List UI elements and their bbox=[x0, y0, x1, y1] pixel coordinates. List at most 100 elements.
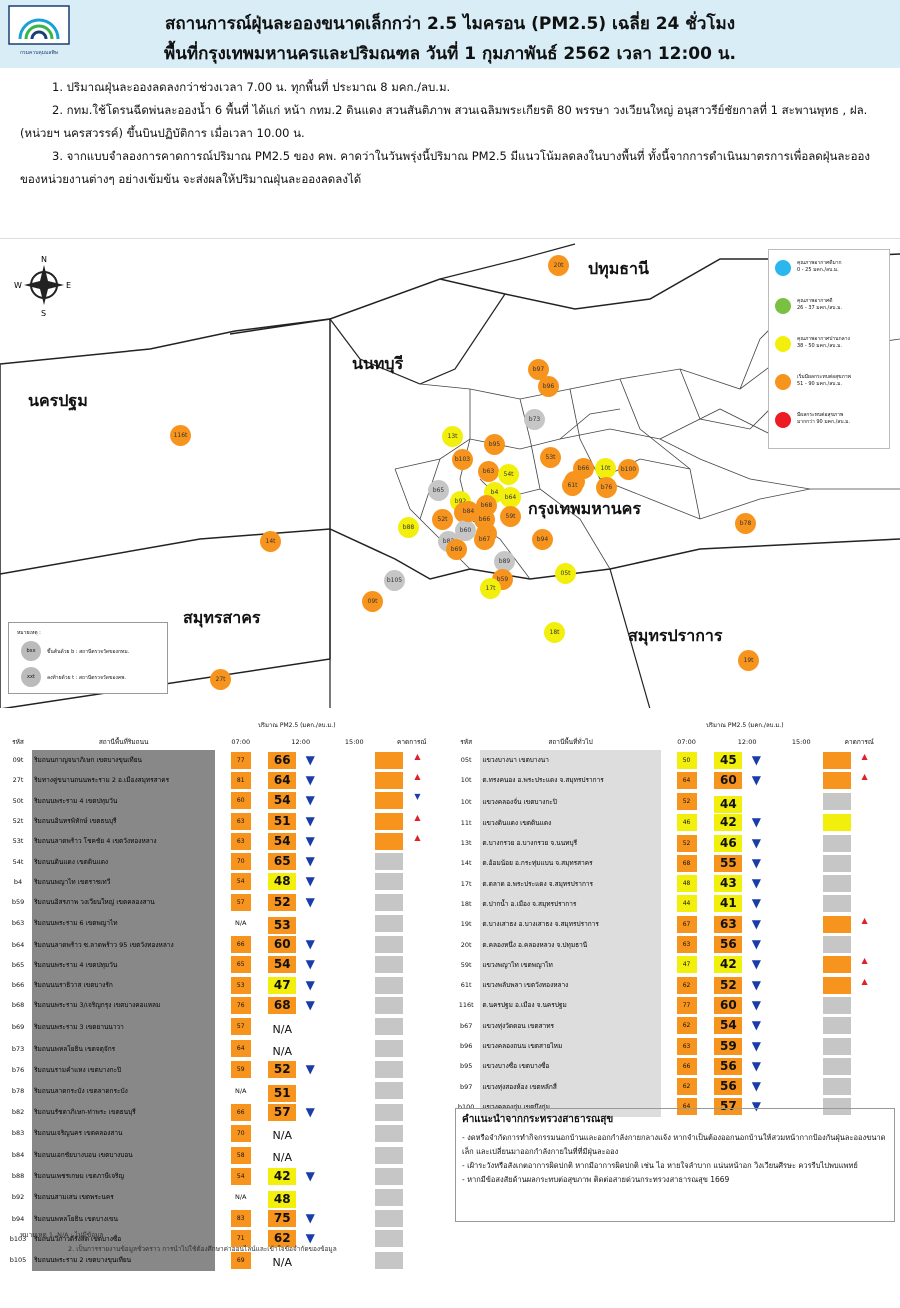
forecast-cell bbox=[373, 1016, 450, 1038]
forecast-cell bbox=[821, 1076, 898, 1096]
forecast-swatch bbox=[375, 1124, 404, 1142]
advice-item-3: - หากมีข้อสงสัยด้านผลกระทบต่อสุขภาพ ติดต… bbox=[462, 1175, 730, 1184]
forecast-swatch bbox=[822, 895, 851, 913]
trend-up-icon: ▲ bbox=[861, 751, 868, 761]
trend-down-icon bbox=[403, 1230, 431, 1247]
value-1200: 57 ▼ bbox=[266, 1102, 335, 1122]
table-row: 14t ต.อ้อมน้อย อ.กระทุ่มแบน จ.สมุทรสาคร 68… bbox=[452, 853, 898, 874]
station-marker-b63: b63 bbox=[478, 461, 499, 482]
forecast-swatch bbox=[375, 956, 404, 974]
advice-item-1: - งดหรือจำกัดการทำกิจกรรมนอกบ้านและออกกำ… bbox=[462, 1133, 886, 1156]
station-name: ต.บางกรวย อ.บางกรวย จ.นนทบุรี bbox=[480, 832, 661, 854]
value-1200: 54 ▼ bbox=[712, 1016, 782, 1036]
forecast-swatch bbox=[375, 996, 404, 1014]
forecast-swatch bbox=[375, 1210, 404, 1228]
value-0700: 53 bbox=[215, 975, 266, 995]
trend-down-icon bbox=[403, 1061, 431, 1078]
station-code: b67 bbox=[459, 1021, 473, 1030]
value-1500 bbox=[782, 750, 821, 770]
value-0700: 58 bbox=[215, 1144, 266, 1166]
value-1200: 54 ▼ bbox=[266, 791, 335, 811]
forecast-swatch bbox=[375, 1082, 404, 1100]
value-0700: 52 bbox=[661, 791, 713, 813]
trend-down-icon bbox=[851, 895, 879, 912]
value-1200: 47 ▼ bbox=[266, 975, 335, 995]
trend-up-icon: ▲ bbox=[414, 751, 421, 761]
value-0700: 66 bbox=[215, 1102, 266, 1122]
trend-down-icon bbox=[296, 1038, 324, 1055]
value-1200: 42 ▼ bbox=[712, 955, 782, 975]
north-arrow: N S W E bbox=[14, 253, 74, 318]
value-0700: 50 bbox=[661, 750, 713, 770]
trend-down-icon: ▼ bbox=[305, 977, 315, 992]
station-marker-b103: b103 bbox=[452, 449, 473, 470]
forecast-swatch bbox=[375, 812, 404, 830]
table-row: b94 ริมถนนพหลโยธิน เขตบางเขน 83 75 ▼ bbox=[4, 1208, 450, 1229]
value-0700: N/A bbox=[235, 919, 247, 928]
station-code: b65 bbox=[11, 960, 25, 969]
value-1500 bbox=[335, 1038, 373, 1060]
forecast-cell: ▲ bbox=[373, 770, 450, 790]
trend-down-icon bbox=[851, 1078, 879, 1095]
legend-item: มีผลกระทบต่อสุขภาพ มากกว่า 90 มคก./ลบ.ม. bbox=[775, 408, 887, 436]
value-1200: 44 bbox=[712, 791, 782, 813]
table-row: 61t แขวงพลับพลา เขตวังทองหลาง 62 52 ▼ ▲ bbox=[452, 974, 898, 996]
value-1500 bbox=[335, 1102, 373, 1122]
value-0700: 69 bbox=[215, 1249, 266, 1271]
trend-down-icon: ▼ bbox=[305, 772, 315, 787]
value-0700: 47 bbox=[661, 955, 713, 975]
forecast-swatch bbox=[822, 976, 851, 994]
compass-n: N bbox=[41, 255, 47, 264]
value-0700: 54 bbox=[215, 1166, 266, 1186]
table-row: b78 ริมถนนลาดกระบัง เขตลาดกระบัง N/A 51 bbox=[4, 1079, 450, 1102]
legend-range: 26 - 37 มคก./ลบ.ม. bbox=[797, 305, 842, 311]
station-marker-54t: 54t bbox=[498, 464, 519, 485]
station-marker-17t: 17t bbox=[480, 578, 501, 599]
trend-down-icon bbox=[403, 1082, 431, 1099]
forecast-cell bbox=[821, 873, 898, 893]
col-code: รหัส bbox=[460, 738, 473, 746]
trend-down-icon: ▼ bbox=[751, 977, 761, 992]
trend-down-icon: ▼ bbox=[305, 957, 315, 972]
value-1200: 57 ▼ bbox=[712, 1097, 782, 1117]
station-code: b103 bbox=[9, 1234, 27, 1243]
trend-down-icon bbox=[851, 835, 879, 852]
value-1500 bbox=[335, 1144, 373, 1166]
station-name: แขวงทุ่งวัดดอน เขตสาทร bbox=[480, 1015, 661, 1036]
station-name: ริมถนนลาดพร้าว โชคชัย 4 เขตวังทองหลาง bbox=[32, 831, 216, 852]
table-row: b95 แขวงบางซื่อ เขตบางซื่อ 66 56 ▼ bbox=[452, 1056, 898, 1077]
station-marker-b97: b97 bbox=[528, 359, 549, 380]
station-marker-14t: 14t bbox=[260, 531, 281, 552]
legend-title: มีผลกระทบต่อสุขภาพ bbox=[797, 412, 844, 418]
value-0700: 54 bbox=[215, 872, 266, 892]
station-marker-b94: b94 bbox=[532, 529, 553, 550]
table-row: b4 ริมถนนพญาไท เขตราชเทวี 54 48 ▼ bbox=[4, 871, 450, 893]
value-0700: 77 bbox=[215, 750, 266, 770]
trend-down-icon bbox=[403, 894, 431, 911]
table-row: b73 ริมถนนพหลโยธิน เขตจตุจักร 64 N/A bbox=[4, 1037, 450, 1060]
station-name: ริมถนนพระราม 3/เจริญกรุง เขตบางคอแหลม bbox=[32, 995, 216, 1016]
station-name: ริมทางคู่ขนานถนนพระราม 2 อ.เมืองสมุทรสาค… bbox=[32, 770, 216, 791]
table-row: b100 แขวงคลองกุ่ม เขตบึงกุ่ม 64 57 ▼ bbox=[452, 1096, 898, 1118]
forecast-swatch bbox=[375, 1103, 404, 1121]
value-0700: 52 bbox=[661, 833, 713, 853]
station-name: ริมถนนเพชรเกษม เขตภาษีเจริญ bbox=[32, 1166, 216, 1187]
general-stations-table: รหัส สถานีพื้นที่ทั่วไป 07:00 12:00 15:0… bbox=[452, 734, 898, 1118]
trend-down-icon: ▼ bbox=[751, 896, 761, 911]
value-1200: 48 ▼ bbox=[266, 872, 335, 892]
trend-down-icon: ▼ bbox=[751, 752, 761, 767]
value-0700: 62 bbox=[661, 1076, 713, 1096]
table-row: b82 ริมถนนรัชดาภิเษก-ท่าพระ เขตธนบุรี 66 57… bbox=[4, 1101, 450, 1123]
table-row: b96 แขวงคลองถนน เขตสายไหม 63 59 ▼ bbox=[452, 1035, 898, 1057]
legend-title: คุณภาพอากาศปานกลาง bbox=[797, 336, 850, 342]
value-1200: N/A bbox=[266, 1122, 335, 1144]
table-row: b103 ริมถนนวิภาวดีรังสิต เขตบางซื่อ 71 62 ▼ bbox=[4, 1228, 450, 1250]
table-row: 59t แขวงพญาไท เขตพญาไท 47 42 ▼ ▲ bbox=[452, 954, 898, 975]
col-forecast: คาดการณ์ bbox=[397, 738, 427, 746]
trend-down-icon: ▼ bbox=[305, 997, 315, 1012]
value-1200: 52 ▼ bbox=[712, 975, 782, 995]
value-1500 bbox=[335, 1016, 373, 1038]
value-1200: N/A bbox=[266, 1016, 335, 1038]
station-code: b100 bbox=[457, 1102, 475, 1111]
station-code: 52t bbox=[12, 817, 24, 826]
